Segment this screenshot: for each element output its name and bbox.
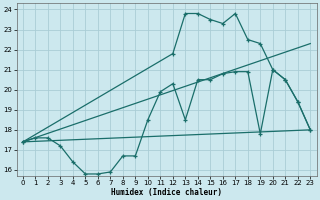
X-axis label: Humidex (Indice chaleur): Humidex (Indice chaleur) — [111, 188, 222, 197]
